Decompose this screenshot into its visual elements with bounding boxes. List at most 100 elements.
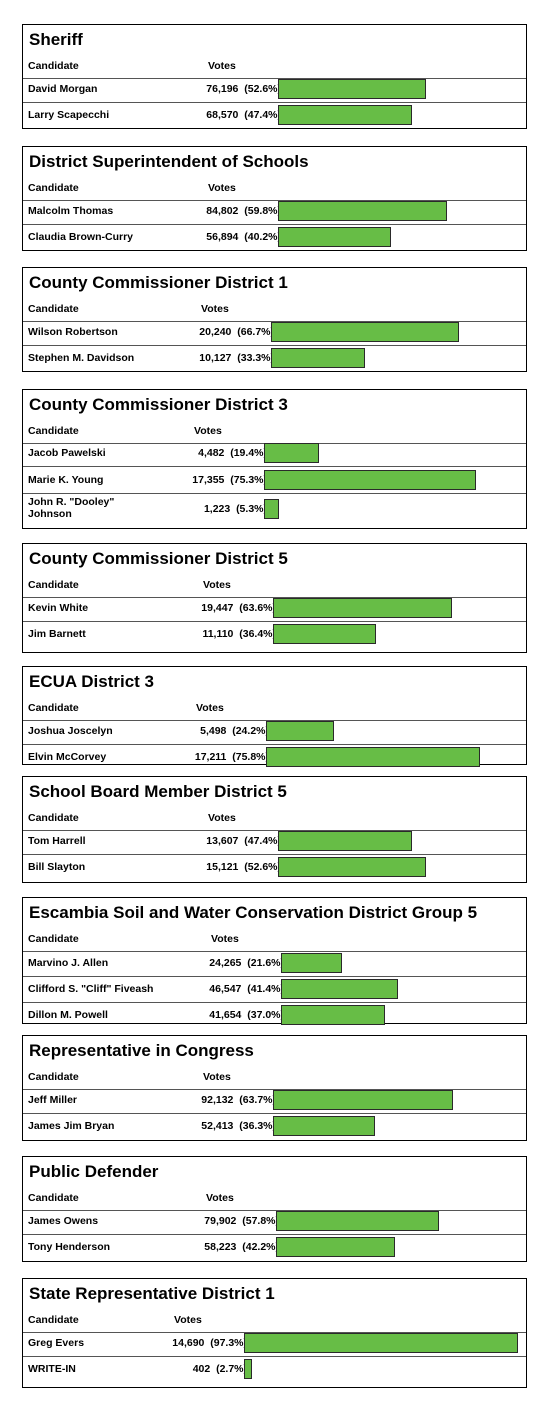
vote-count: 76,196 (52.6%) xyxy=(206,83,281,95)
candidate-column-header: Candidate xyxy=(28,1314,79,1326)
candidate-name: Dillon M. Powell xyxy=(28,1009,108,1021)
candidate-name: Malcolm Thomas xyxy=(28,205,114,217)
row-divider xyxy=(23,1356,526,1357)
vote-count: 20,240 (66.7%) xyxy=(199,326,274,338)
votes-column-header: Votes xyxy=(203,579,231,591)
candidate-name: Stephen M. Davidson xyxy=(28,352,135,364)
vote-bar xyxy=(273,598,452,618)
vote-bar xyxy=(264,470,476,490)
vote-count: 11,110 (36.4%) xyxy=(202,628,276,640)
row-divider xyxy=(23,493,526,494)
row-divider xyxy=(23,466,526,467)
candidate-name: Marvino J. Allen xyxy=(28,957,109,969)
vote-count: 52,413 (36.3%) xyxy=(201,1120,276,1132)
vote-bar xyxy=(266,747,480,767)
race-title: County Commissioner District 3 xyxy=(29,395,288,414)
candidate-name: Tom Harrell xyxy=(28,835,86,847)
race-box: District Superintendent of Schools Candid… xyxy=(22,146,527,251)
row-divider xyxy=(23,830,526,831)
race-box: State Representative District 1 Candidate… xyxy=(22,1278,527,1388)
row-divider xyxy=(23,854,526,855)
race-title: State Representative District 1 xyxy=(29,1284,275,1303)
row-divider xyxy=(23,1002,526,1003)
race-box: ECUA District 3 Candidate Votes Joshua Josc… xyxy=(22,666,527,767)
vote-bar xyxy=(244,1359,252,1379)
vote-bar xyxy=(276,1237,395,1257)
vote-bar xyxy=(278,79,426,99)
vote-bar xyxy=(278,105,412,125)
race-title: ECUA District 3 xyxy=(29,672,155,691)
candidate-name: WRITE-IN xyxy=(28,1363,76,1375)
vote-bar xyxy=(273,624,376,644)
candidate-name: Larry Scapecchi xyxy=(28,109,110,121)
candidate-column-header: Candidate xyxy=(28,182,79,194)
vote-bar xyxy=(271,348,365,368)
race-title: Public Defender xyxy=(29,1162,159,1181)
votes-column-header: Votes xyxy=(206,1192,234,1204)
vote-bar xyxy=(273,1116,375,1136)
row-divider xyxy=(23,1113,526,1114)
row-divider xyxy=(23,102,526,103)
race-box: County Commissioner District 5 Candidate V… xyxy=(22,543,527,653)
row-divider xyxy=(23,976,526,977)
race-title: County Commissioner District 5 xyxy=(29,549,288,568)
candidate-name: Joshua Joscelyn xyxy=(28,725,113,737)
candidate-column-header: Candidate xyxy=(28,425,79,437)
votes-column-header: Votes xyxy=(208,182,236,194)
votes-column-header: Votes xyxy=(208,812,236,824)
vote-count: 5,498 (24.2%) xyxy=(200,725,269,737)
vote-count: 41,654 (37.0%) xyxy=(209,1009,284,1021)
votes-column-header: Votes xyxy=(201,303,229,315)
race-box: County Commissioner District 3 Candidate V… xyxy=(22,389,527,529)
vote-count: 58,223 (42.2%) xyxy=(204,1241,279,1253)
vote-count: 92,132 (63.7%) xyxy=(201,1094,276,1106)
row-divider xyxy=(23,621,526,622)
vote-count: 56,894 (40.2%) xyxy=(206,231,281,243)
race-box: School Board Member District 5 Candidate V… xyxy=(22,776,527,883)
candidate-name: John R. "Dooley" Johnson xyxy=(28,496,115,520)
race-title: Sheriff xyxy=(29,30,83,49)
vote-bar xyxy=(266,721,334,741)
race-box: Representative in Congress Candidate Votes… xyxy=(22,1035,527,1141)
vote-bar xyxy=(278,831,412,851)
race-box: Public Defender Candidate Votes James Owens… xyxy=(22,1156,527,1262)
votes-column-header: Votes xyxy=(203,1071,231,1083)
row-divider xyxy=(23,321,526,322)
row-divider xyxy=(23,720,526,721)
race-title: County Commissioner District 1 xyxy=(29,273,288,292)
vote-count: 13,607 (47.4%) xyxy=(206,835,281,847)
vote-count: 17,355 (75.3%) xyxy=(192,474,267,486)
candidate-column-header: Candidate xyxy=(28,933,79,945)
row-divider xyxy=(23,1089,526,1090)
vote-bar xyxy=(264,443,319,463)
row-divider xyxy=(23,951,526,952)
votes-column-header: Votes xyxy=(211,933,239,945)
candidate-column-header: Candidate xyxy=(28,60,79,72)
vote-count: 84,802 (59.8%) xyxy=(206,205,281,217)
vote-count: 24,265 (21.6%) xyxy=(209,957,284,969)
candidate-name: Claudia Brown-Curry xyxy=(28,231,134,243)
vote-bar xyxy=(281,953,342,973)
candidate-name: James Owens xyxy=(28,1215,99,1227)
candidate-name: Marie K. Young xyxy=(28,474,104,486)
row-divider xyxy=(23,1210,526,1211)
vote-count: 15,121 (52.6%) xyxy=(206,861,281,873)
candidate-name: Jeff Miller xyxy=(28,1094,78,1106)
candidate-name: Bill Slayton xyxy=(28,861,86,873)
vote-bar xyxy=(278,201,447,221)
race-box: Escambia Soil and Water Conservation Dis… xyxy=(22,897,527,1025)
race-title: Representative in Congress xyxy=(29,1041,254,1060)
row-divider xyxy=(23,744,526,745)
vote-bar xyxy=(276,1211,439,1231)
row-divider xyxy=(23,78,526,79)
candidate-column-header: Candidate xyxy=(28,579,79,591)
candidate-name: David Morgan xyxy=(28,83,98,95)
vote-count: 79,902 (57.8%) xyxy=(204,1215,279,1227)
vote-bar xyxy=(278,857,426,877)
votes-column-header: Votes xyxy=(174,1314,202,1326)
vote-count: 1,223 (5.3%) xyxy=(203,503,267,515)
row-divider xyxy=(23,597,526,598)
vote-count: 19,447 (63.6%) xyxy=(201,602,276,614)
votes-column-header: Votes xyxy=(208,60,236,72)
